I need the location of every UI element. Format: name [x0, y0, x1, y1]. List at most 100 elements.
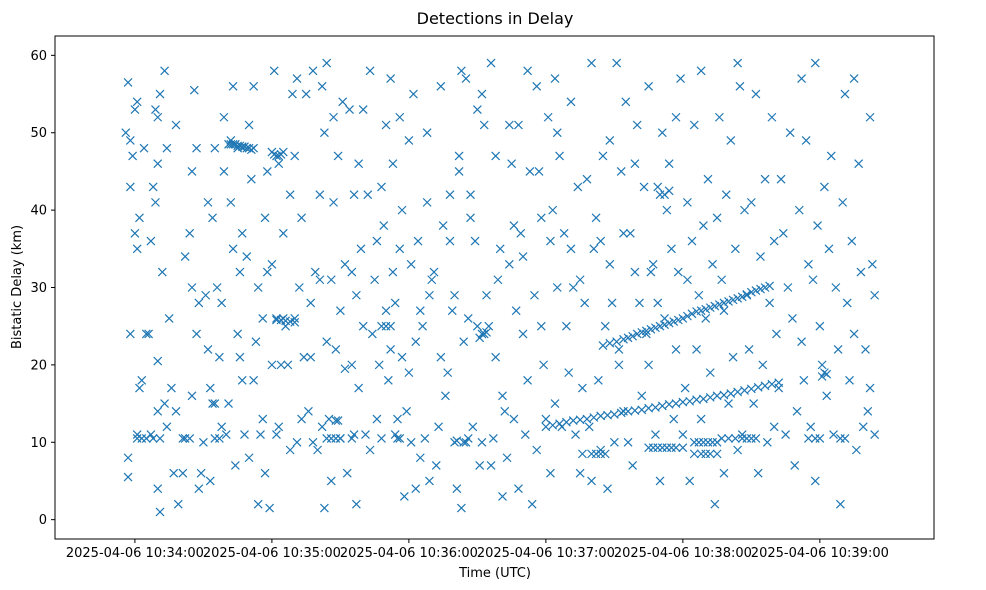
data-point	[746, 384, 756, 394]
data-point	[833, 344, 843, 354]
data-point	[317, 81, 327, 91]
data-point	[587, 476, 596, 486]
data-point	[673, 267, 683, 277]
data-point	[228, 244, 238, 254]
data-point	[452, 436, 462, 446]
data-point	[815, 321, 825, 331]
data-point	[420, 433, 430, 443]
data-point	[443, 368, 453, 378]
data-point	[294, 283, 304, 292]
data-point	[664, 186, 674, 196]
data-point	[447, 306, 457, 316]
data-point	[639, 182, 649, 192]
data-point	[244, 120, 254, 130]
data-point	[648, 259, 658, 269]
data-point	[635, 298, 644, 308]
data-point	[335, 306, 345, 316]
y-tick-label: 10	[30, 436, 47, 451]
data-point	[203, 344, 213, 354]
data-point	[863, 406, 873, 416]
data-point	[151, 105, 160, 114]
data-point	[870, 430, 880, 439]
data-point	[776, 174, 786, 184]
data-point	[746, 197, 756, 207]
data-point	[144, 329, 154, 339]
data-point	[685, 396, 695, 406]
data-point	[767, 112, 777, 122]
data-point	[609, 409, 619, 419]
data-point	[342, 468, 352, 478]
data-point	[534, 166, 544, 176]
data-point	[374, 360, 384, 370]
data-point	[671, 112, 681, 122]
data-point	[819, 182, 829, 192]
data-point	[653, 298, 663, 308]
data-point	[260, 213, 270, 223]
data-point	[372, 414, 382, 424]
data-point	[146, 236, 156, 246]
data-point	[589, 413, 599, 422]
data-point	[308, 437, 318, 447]
data-point	[208, 213, 217, 223]
data-point	[719, 390, 729, 400]
data-point	[267, 259, 277, 269]
data-point	[676, 74, 685, 83]
data-point	[785, 128, 795, 138]
data-point	[404, 136, 414, 145]
x-tick-label: 2025-04-06 10:37:00	[477, 546, 615, 561]
data-point	[546, 468, 555, 478]
data-point	[762, 437, 772, 447]
data-point	[288, 89, 297, 99]
data-point	[365, 66, 375, 76]
data-point	[130, 105, 140, 114]
data-point	[221, 430, 231, 439]
data-point	[482, 327, 491, 337]
data-point	[406, 437, 416, 447]
data-point	[230, 461, 240, 470]
data-point	[550, 399, 560, 409]
data-point	[160, 66, 170, 76]
data-point	[589, 244, 599, 254]
data-point	[397, 205, 407, 215]
data-point	[333, 416, 343, 426]
data-point	[637, 391, 647, 401]
data-point	[651, 430, 660, 439]
data-point	[488, 433, 498, 443]
data-point	[724, 433, 733, 443]
data-point	[740, 205, 749, 215]
data-point	[813, 221, 822, 231]
data-point	[600, 449, 610, 459]
data-point	[463, 314, 473, 323]
data-point	[555, 419, 564, 429]
data-point	[219, 166, 229, 176]
data-point	[701, 314, 711, 323]
data-point	[285, 190, 295, 200]
data-point	[550, 74, 560, 83]
data-point	[335, 433, 345, 443]
data-point	[653, 182, 663, 192]
data-point	[347, 360, 357, 370]
data-point	[573, 182, 583, 192]
data-point	[509, 221, 519, 231]
data-point	[262, 267, 272, 277]
data-point	[393, 414, 402, 424]
data-point	[256, 430, 265, 439]
data-point	[733, 387, 743, 397]
data-point	[340, 364, 350, 374]
data-point	[667, 244, 676, 254]
data-point	[742, 290, 752, 299]
data-point	[678, 443, 688, 453]
data-point	[377, 182, 386, 192]
data-point	[361, 430, 370, 439]
data-point	[630, 267, 640, 277]
data-point	[810, 476, 820, 486]
data-point	[331, 416, 341, 426]
data-point	[358, 105, 368, 114]
data-point	[502, 453, 512, 463]
data-point	[854, 159, 864, 169]
data-point	[623, 437, 633, 447]
data-point	[237, 375, 247, 385]
data-point	[425, 476, 434, 486]
data-point	[799, 375, 809, 385]
